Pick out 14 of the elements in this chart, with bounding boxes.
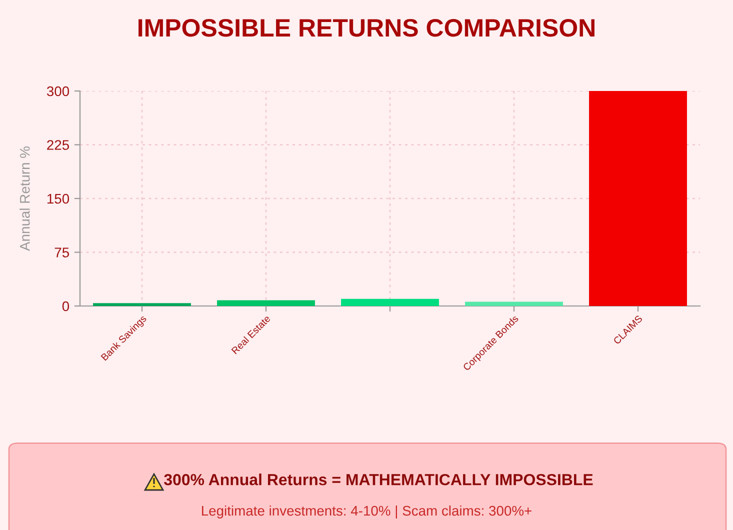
bar — [341, 298, 439, 306]
bar — [589, 91, 687, 306]
y-tick-label: 150 — [47, 194, 70, 204]
y-tick-label: 225 — [47, 140, 70, 150]
bar — [217, 300, 315, 306]
y-axis-title: Annual Return % — [20, 146, 30, 251]
y-tick-label: 300 — [46, 86, 70, 96]
text: 300% Annual Returns = MATHEMATICALLY IMPOSSIBLE — [164, 474, 593, 486]
bar — [465, 302, 563, 306]
chart-title: IMPOSSIBLE RETURNS COMPARISON — [138, 19, 594, 37]
text: Legitimate investments: 4-10% | Scam claims: 300%+ — [202, 505, 532, 519]
y-tick-label: 75 — [54, 248, 70, 258]
y-tick-label: 0 — [62, 301, 70, 312]
bar — [93, 303, 191, 306]
